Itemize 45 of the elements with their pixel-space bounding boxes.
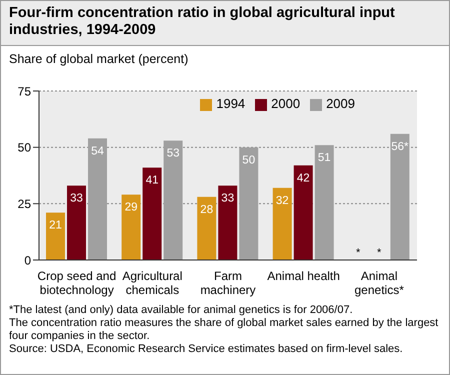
- data-label: 50: [242, 154, 256, 166]
- data-label: 28: [200, 204, 214, 216]
- bar: [88, 138, 107, 260]
- chart-title: Four-firm concentration ratio in global agricultural input industries, 1994-2009: [1, 1, 449, 46]
- bar: [46, 212, 65, 260]
- bar: [218, 186, 238, 260]
- bar: [294, 165, 313, 260]
- data-label: 54: [91, 145, 104, 158]
- y-tick-label: 0: [24, 253, 32, 268]
- x-tick-label: Crop seed and biotechnology: [37, 269, 116, 297]
- data-label: 32: [276, 194, 289, 207]
- source-note: Source: USDA, Economic Research Service estimates based on firm-level sales.: [9, 343, 404, 356]
- text: The concentration ratio measures the share of global market sales earned by the largest four companies in the sector.: [9, 317, 440, 343]
- bar: [390, 134, 410, 260]
- y-axis-title: Share of global market (percent): [8, 51, 190, 68]
- footnote-asterisk: *: [377, 247, 382, 259]
- bar: [314, 145, 334, 260]
- data-label: 51: [318, 152, 331, 164]
- legend-label: 1994: [216, 96, 246, 111]
- x-tick-label: Agricultural chemicals: [122, 269, 182, 297]
- text: *The latest (and only) data available for animal genetics is for 2006/07.: [9, 304, 354, 317]
- y-tick-label: 75: [18, 84, 32, 98]
- legend-label: 2000: [271, 96, 300, 111]
- x-tick-label: Animal health: [267, 269, 340, 283]
- data-label: 29: [124, 202, 138, 214]
- bar: [272, 188, 292, 260]
- data-label: 56*: [391, 140, 410, 153]
- data-label: 41: [146, 174, 158, 187]
- data-label: 42: [296, 172, 310, 184]
- bar: [239, 147, 258, 260]
- y-tick-label: 25: [18, 196, 32, 211]
- x-tick-label: Animal genetics*: [354, 269, 404, 297]
- bar: [67, 186, 86, 260]
- bar: [197, 196, 216, 260]
- bar: [164, 140, 183, 260]
- footnote-asterisk: *: [356, 247, 360, 259]
- data-label: 33: [221, 192, 234, 205]
- bar: [142, 168, 162, 260]
- data-label: 33: [70, 192, 83, 205]
- data-label: 21: [49, 220, 62, 232]
- legend-label: 2009: [326, 96, 355, 111]
- y-tick-label: 50: [18, 140, 32, 155]
- data-label: 53: [166, 148, 180, 160]
- x-tick-label: Farm machinery: [200, 269, 256, 297]
- bar: [122, 194, 141, 260]
